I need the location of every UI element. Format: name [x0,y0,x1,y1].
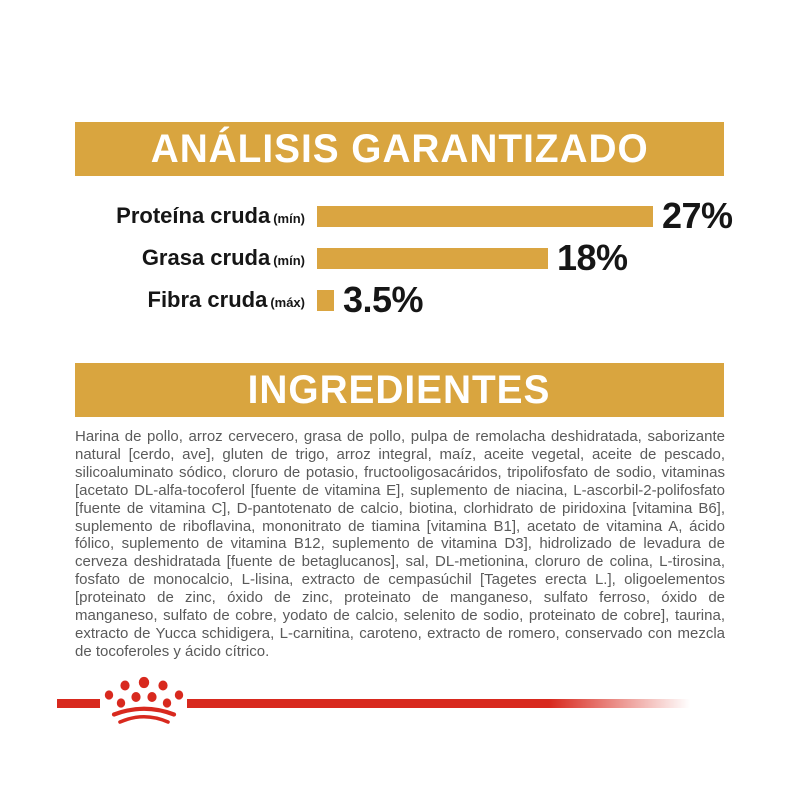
logo-right-bar [187,699,690,708]
nutrient-qualifier: (máx) [270,295,305,310]
nutrient-name: Fibra cruda [147,287,268,312]
protein-value: 27% [662,195,733,236]
nutrient-qualifier: (mín) [273,253,305,268]
fat-value: 18% [557,237,628,278]
analysis-row-protein: Proteína cruda (mín) 27% [75,195,733,237]
nutrient-qualifier: (mín) [273,211,305,226]
fat-bar [317,247,548,269]
nutrient-name: Proteína cruda [116,203,271,228]
ingredients-paragraph: Harina de pollo, arroz cervecero, grasa … [75,428,725,660]
nutrient-name: Grasa cruda [141,245,271,270]
fiber-value: 3.5% [343,279,424,320]
analysis-row-fiber: Fibra cruda (máx) 3.5% [75,279,725,321]
analysis-row-label: Grasa cruda (mín) [75,245,305,271]
analysis-banner: ANÁLISIS GARANTIZADO [75,122,724,176]
analysis-row-fat: Grasa cruda (mín) 18% [75,237,725,279]
logo-left-bar [57,699,100,708]
fiber-bar [317,289,334,311]
royal-canin-crown-icon [104,676,184,724]
analysis-row-label: Proteína cruda (mín) [75,203,305,229]
analysis-row-label: Fibra cruda (máx) [75,287,306,313]
ingredients-banner: INGREDIENTES [75,363,724,417]
protein-bar [317,205,653,227]
analysis-title: ANÁLISIS GARANTIZADO [150,126,649,171]
ingredients-title: INGREDIENTES [248,367,551,412]
